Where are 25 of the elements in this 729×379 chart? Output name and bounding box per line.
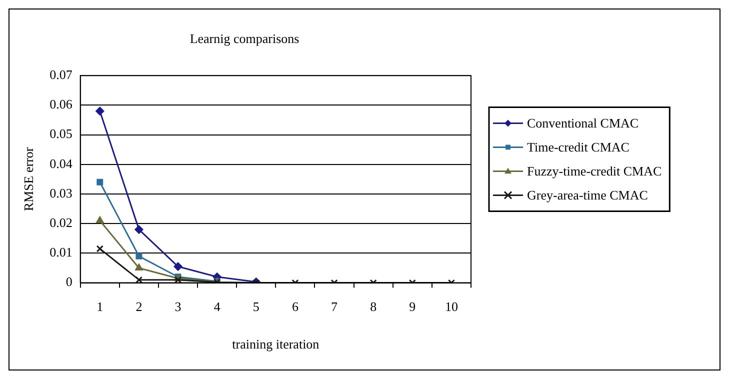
x-tick-label: 6 (292, 299, 299, 314)
y-tick-label: 0 (66, 274, 72, 290)
x-tick-label: 10 (444, 299, 458, 314)
x-tick-label: 8 (370, 299, 377, 314)
x-tick-label: 4 (214, 299, 221, 314)
y-tick-label: 0.03 (50, 185, 72, 200)
y-axis-title: RMSE error (21, 146, 36, 212)
chart-title: Learnig comparisons (190, 31, 300, 46)
legend-label: Time-credit CMAC (527, 140, 630, 155)
y-tick-label: 0.04 (50, 156, 73, 171)
y-tick-label: 0.06 (50, 96, 73, 112)
x-tick-label: 2 (136, 299, 142, 314)
x-tick-label: 9 (409, 299, 416, 314)
x-tick-label: 3 (174, 299, 182, 314)
legend-label: Conventional CMAC (527, 116, 639, 131)
legend-label: Grey-area-time CMAC (527, 188, 648, 203)
x-tick-label: 7 (331, 299, 338, 314)
y-tick-label: 0.05 (50, 126, 72, 142)
x-axis-title: training iteration (232, 336, 320, 352)
y-tick-label: 0.01 (50, 244, 72, 260)
y-tick-label: 0.07 (50, 67, 73, 82)
x-tick-label: 5 (252, 299, 260, 314)
y-tick-label: 0.02 (50, 215, 72, 230)
x-tick-label: 1 (96, 299, 104, 314)
legend-label: Fuzzy-time-credit CMAC (527, 164, 662, 179)
